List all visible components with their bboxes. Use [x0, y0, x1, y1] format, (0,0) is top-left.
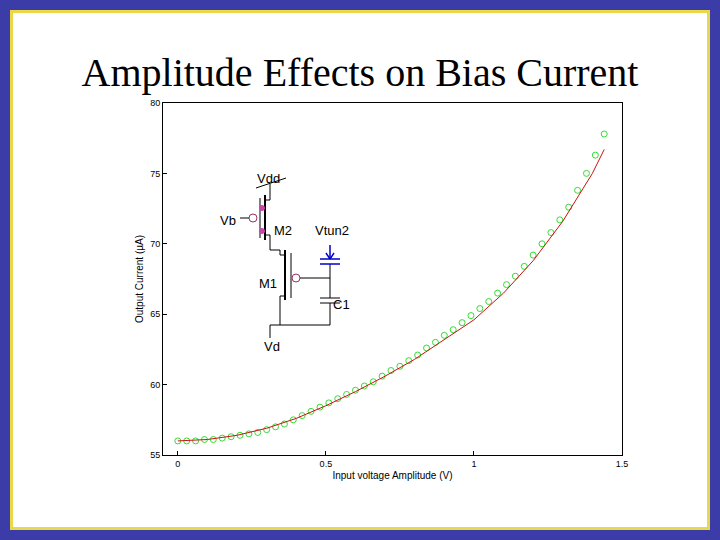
svg-text:75: 75	[150, 169, 160, 179]
svg-text:Vtun2: Vtun2	[315, 223, 349, 238]
svg-text:Output Current (µA): Output Current (µA)	[134, 235, 145, 323]
svg-text:1: 1	[471, 459, 476, 469]
svg-text:Vb: Vb	[220, 213, 236, 228]
svg-text:0: 0	[175, 459, 180, 469]
svg-text:65: 65	[150, 309, 160, 319]
svg-text:C1: C1	[333, 297, 350, 312]
svg-text:Vdd: Vdd	[257, 171, 280, 186]
svg-text:80: 80	[150, 98, 160, 108]
svg-text:Input voltage Amplitude (V): Input voltage Amplitude (V)	[332, 470, 452, 481]
svg-text:M2: M2	[274, 223, 292, 238]
svg-text:60: 60	[150, 380, 160, 390]
svg-text:Vd: Vd	[264, 339, 280, 354]
svg-text:M1: M1	[259, 276, 277, 291]
svg-text:55: 55	[150, 450, 160, 460]
svg-text:0.5: 0.5	[320, 459, 333, 469]
svg-text:1.5: 1.5	[616, 459, 629, 469]
svg-text:Amplitude Effects on Bias Curr: Amplitude Effects on Bias Current	[82, 50, 639, 95]
svg-text:70: 70	[150, 239, 160, 249]
